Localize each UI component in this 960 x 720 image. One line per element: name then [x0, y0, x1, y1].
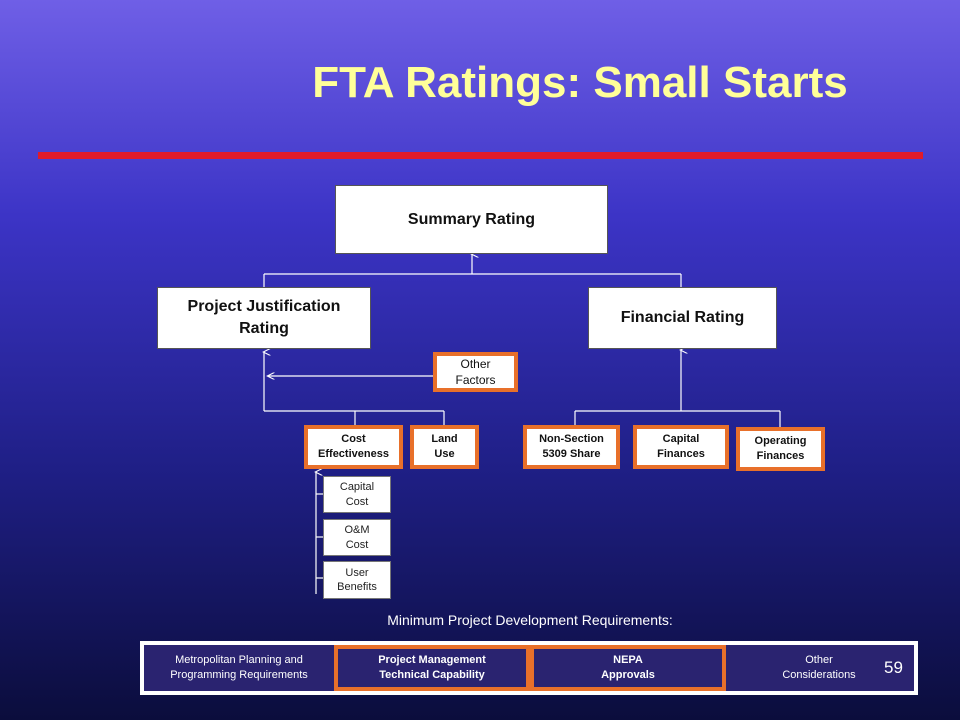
non-section-line2: 5309 Share	[542, 448, 601, 460]
user-benefits-box: User Benefits	[323, 561, 391, 599]
project-justification-box: Project Justification Rating	[157, 287, 371, 349]
land-use-line2: Use	[434, 448, 455, 460]
project-justification-line1: Project Justification	[187, 298, 341, 316]
summary-rating-label: Summary Rating	[407, 210, 536, 228]
om-cost-line1: O&M	[344, 524, 370, 537]
title-divider	[38, 152, 923, 159]
capital-finances-line2: Finances	[657, 448, 705, 460]
requirements-label: Minimum Project Development Requirements…	[387, 612, 673, 628]
requirement-line2: Considerations	[782, 669, 856, 681]
capital-cost-line1: Capital	[339, 481, 375, 494]
page-number: 59	[884, 658, 903, 677]
requirement-project-management: Project Management Technical Capability	[334, 645, 530, 691]
other-factors-line1: Other	[460, 356, 491, 371]
om-cost-line2: Cost	[345, 538, 369, 551]
requirement-line2: Approvals	[601, 669, 655, 681]
cost-effectiveness-line2: Effectiveness	[318, 448, 389, 460]
requirements-bar-inner: Metropolitan Planning and Programming Re…	[144, 645, 914, 691]
other-factors-box: Other Factors	[433, 352, 518, 392]
requirement-line1: Other	[805, 654, 833, 667]
non-section-5309-box: Non-Section 5309 Share	[523, 425, 620, 469]
om-cost-box: O&M Cost	[323, 519, 391, 556]
financial-rating-box: Financial Rating	[588, 287, 777, 349]
capital-finances-box: Capital Finances	[633, 425, 729, 469]
requirement-line1: Metropolitan Planning and	[175, 654, 303, 667]
requirement-line2: Technical Capability	[379, 669, 485, 681]
user-benefits-line1: User	[345, 566, 369, 579]
operating-finances-line1: Operating	[754, 435, 807, 448]
capital-cost-line2: Cost	[345, 495, 369, 508]
requirement-other-considerations: Other Considerations	[744, 645, 894, 691]
summary-rating-box: Summary Rating	[335, 185, 608, 254]
slide-title: FTA Ratings: Small Starts	[312, 58, 848, 107]
non-section-line1: Non-Section	[539, 433, 604, 446]
cost-effectiveness-line1: Cost	[341, 433, 366, 446]
requirement-line1: Project Management	[378, 654, 486, 667]
requirement-metropolitan-planning: Metropolitan Planning and Programming Re…	[144, 645, 334, 691]
requirements-bar: Metropolitan Planning and Programming Re…	[140, 641, 918, 695]
capital-finances-line1: Capital	[662, 433, 700, 446]
requirement-line2: Programming Requirements	[170, 669, 308, 681]
capital-cost-box: Capital Cost	[323, 476, 391, 513]
project-justification-line2: Rating	[239, 320, 289, 337]
other-factors-line2: Factors	[455, 373, 496, 387]
requirement-line1: NEPA	[613, 654, 643, 667]
cost-effectiveness-box: Cost Effectiveness	[304, 425, 403, 469]
land-use-line1: Land	[431, 433, 458, 446]
financial-rating-label: Financial Rating	[620, 309, 745, 327]
user-benefits-line2: Benefits	[337, 581, 377, 593]
operating-finances-box: Operating Finances	[736, 427, 825, 471]
operating-finances-line2: Finances	[756, 450, 805, 462]
requirement-nepa-approvals: NEPA Approvals	[530, 645, 726, 691]
land-use-box: Land Use	[410, 425, 479, 469]
